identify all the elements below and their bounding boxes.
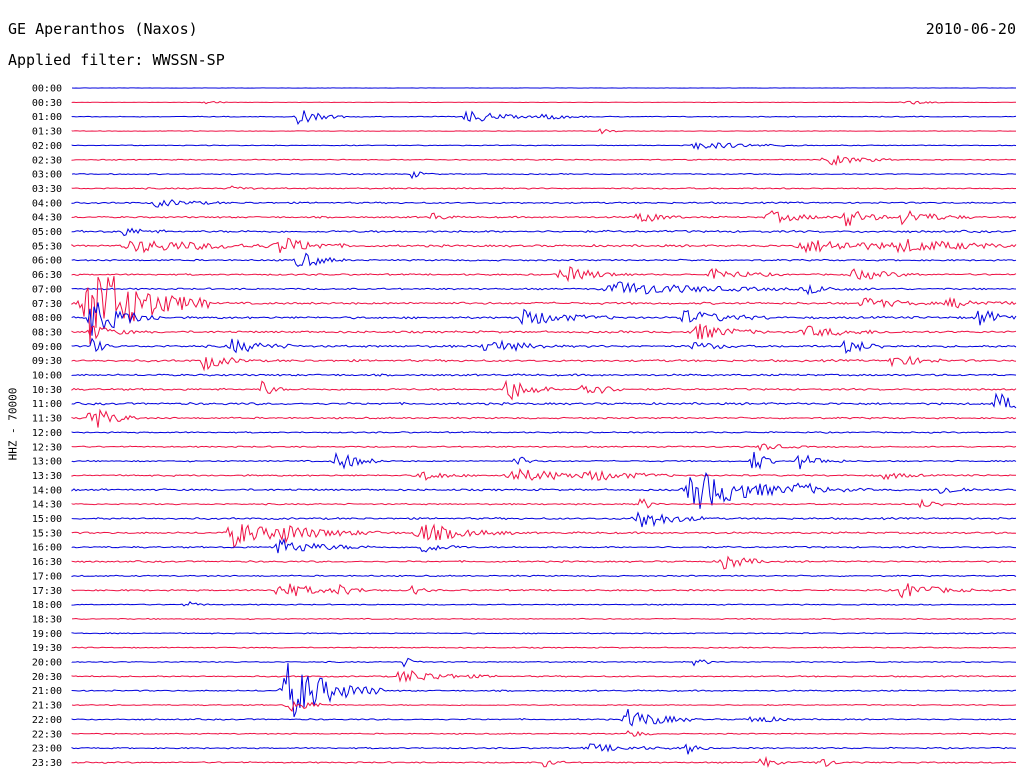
time-tick-label: 01:30 [32, 127, 62, 138]
trace-2200 [71, 708, 1017, 727]
time-tick-label: 10:00 [32, 371, 62, 382]
trace-0230 [71, 155, 1016, 166]
trace-1500 [71, 511, 1017, 528]
trace-2030 [71, 670, 1017, 683]
trace-0400 [71, 199, 1017, 208]
time-tick-label: 08:00 [32, 313, 62, 324]
time-tick-label: 09:00 [32, 342, 62, 353]
trace-1300 [71, 451, 1017, 470]
trace-2330 [71, 755, 1017, 768]
time-tick-label: 03:30 [32, 184, 62, 195]
time-tick-label: 05:30 [32, 241, 62, 252]
time-tick-label: 20:00 [32, 658, 62, 669]
trace-2130 [71, 700, 1017, 712]
time-tick-label: 12:30 [32, 442, 62, 453]
trace-1000 [71, 373, 1017, 377]
trace-0700 [71, 281, 1017, 296]
time-tick-label: 04:30 [32, 213, 62, 224]
time-tick-label: 16:30 [32, 557, 62, 568]
trace-0730 [71, 276, 1017, 345]
trace-1430 [71, 498, 1017, 509]
trace-1130 [71, 408, 1017, 428]
time-tick-label: 14:30 [32, 500, 62, 511]
time-tick-label: 23:00 [32, 744, 62, 755]
trace-0500 [71, 227, 1017, 237]
time-tick-label: 14:00 [32, 485, 62, 496]
trace-0430 [71, 210, 1017, 227]
time-tick-label: 08:30 [32, 327, 62, 338]
trace-0800 [71, 302, 1017, 336]
trace-0530 [71, 237, 1017, 254]
trace-1030 [71, 379, 1017, 401]
time-tick-label: 18:00 [32, 600, 62, 611]
time-tick-label: 13:00 [32, 457, 62, 468]
time-tick-label: 06:00 [32, 256, 62, 267]
trace-1400 [71, 472, 1017, 509]
trace-0830 [71, 323, 1017, 340]
trace-1100 [71, 392, 1017, 409]
trace-0130 [71, 128, 1016, 135]
trace-2300 [71, 743, 1017, 755]
time-tick-label: 00:30 [32, 98, 62, 109]
plot-date: 2010-06-20 [925, 20, 1016, 38]
trace-2000 [71, 657, 1017, 668]
time-tick-label: 07:30 [32, 299, 62, 310]
time-tick-label: 21:30 [32, 701, 62, 712]
trace-0900 [71, 337, 1017, 355]
time-tick-label: 02:00 [32, 141, 62, 152]
time-tick-label: 22:00 [32, 715, 62, 726]
trace-1530 [71, 523, 1017, 549]
station-title: GE Aperanthos (Naxos) [8, 20, 198, 38]
trace-1600 [71, 537, 1016, 554]
time-tick-label: 09:30 [32, 356, 62, 367]
trace-1630 [71, 555, 1016, 570]
trace-0330 [71, 185, 1017, 190]
time-tick-label: 15:00 [32, 514, 62, 525]
time-tick-label: 06:30 [32, 270, 62, 281]
time-tick-label: 11:00 [32, 399, 62, 410]
time-tick-label: 10:30 [32, 385, 62, 396]
trace-1930 [71, 646, 1016, 649]
trace-1330 [71, 468, 1016, 481]
time-tick-label: 19:00 [32, 629, 62, 640]
time-tick-label: 16:00 [32, 543, 62, 554]
trace-0930 [71, 355, 1017, 372]
filter-label: Applied filter: WWSSN-SP [8, 51, 225, 69]
trace-0630 [71, 266, 1017, 283]
time-tick-label: 01:00 [32, 112, 62, 123]
trace-2230 [71, 730, 1017, 737]
trace-0600 [71, 252, 1017, 267]
time-tick-label: 04:00 [32, 198, 62, 209]
trace-1830 [71, 617, 1017, 621]
time-tick-label: 18:30 [32, 614, 62, 625]
time-tick-label: 17:00 [32, 571, 62, 582]
trace-1230 [71, 443, 1017, 452]
time-tick-label: 19:30 [32, 643, 62, 654]
trace-1730 [71, 583, 1017, 599]
trace-1900 [71, 632, 1017, 635]
time-tick-label: 22:30 [32, 729, 62, 740]
trace-1700 [71, 574, 1017, 578]
time-tick-label: 17:30 [32, 586, 62, 597]
trace-2100 [71, 663, 1017, 718]
time-tick-label: 21:00 [32, 686, 62, 697]
time-tick-label: 23:30 [32, 758, 62, 769]
time-tick-label: 05:00 [32, 227, 62, 238]
trace-1800 [71, 601, 1017, 607]
time-tick-label: 00:00 [32, 84, 62, 95]
time-tick-label: 03:00 [32, 170, 62, 181]
trace-0200 [71, 141, 1017, 151]
time-tick-label: 12:00 [32, 428, 62, 439]
time-tick-label: 15:30 [32, 528, 62, 539]
time-tick-label: 20:30 [32, 672, 62, 683]
time-tick-label: 07:00 [32, 284, 62, 295]
time-tick-label: 02:30 [32, 155, 62, 166]
trace-0030 [71, 100, 1016, 105]
trace-0100 [71, 110, 1017, 126]
trace-1200 [71, 431, 1017, 434]
time-tick-label: 11:30 [32, 414, 62, 425]
trace-0300 [71, 170, 1016, 180]
time-tick-label: 13:30 [32, 471, 62, 482]
